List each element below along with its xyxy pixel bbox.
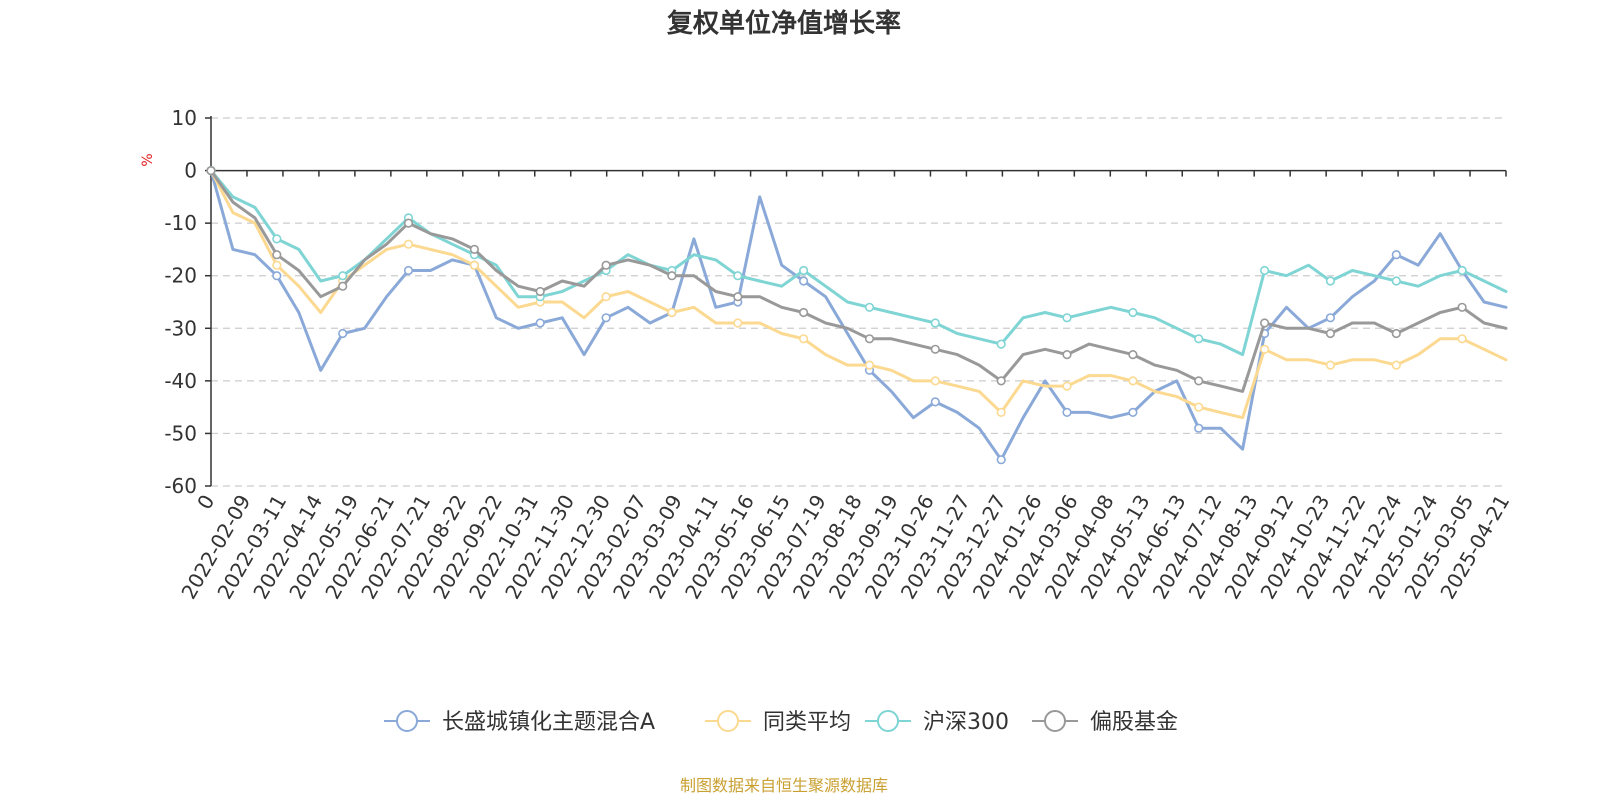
y-tick-label: -30: [164, 316, 197, 340]
data-point: [1325, 313, 1335, 323]
y-tick-label: -20: [164, 264, 197, 288]
legend[interactable]: 长盛城镇化主题混合A 同类平均 沪深300 偏股基金: [384, 710, 1178, 735]
data-point: [1194, 334, 1204, 344]
data-point: [272, 260, 282, 270]
data-point: [1062, 381, 1072, 391]
series-line: [209, 169, 1508, 462]
legend-label: 同类平均: [763, 710, 851, 735]
data-point: [206, 166, 216, 176]
data-point: [469, 244, 480, 254]
y-axis-ticks: 10 0 -10 -20 -30 -40 -50 -60: [164, 106, 211, 498]
data-point: [403, 218, 414, 228]
data-point: [1062, 407, 1072, 418]
series-4: [206, 166, 1508, 393]
data-point: [1128, 407, 1138, 418]
data-point: [1325, 276, 1335, 286]
data-point: [1391, 328, 1401, 339]
data-point: [403, 239, 414, 249]
data-point: [338, 328, 348, 339]
data-point: [733, 292, 743, 302]
data-point: [1457, 334, 1467, 344]
data-point: [667, 271, 677, 281]
x-axis-ticks: 02022-02-092022-03-112022-04-142022-05-1…: [176, 170, 1514, 603]
data-point: [1457, 265, 1467, 276]
data-point: [601, 313, 611, 323]
data-point: [1391, 250, 1401, 260]
y-tick-label: -10: [164, 211, 197, 235]
data-point: [469, 260, 480, 270]
data-point: [601, 260, 611, 270]
y-axis-unit: %: [140, 153, 156, 166]
y-tick-label: -50: [164, 421, 197, 445]
data-point: [1259, 318, 1270, 328]
legend-marker: [717, 710, 739, 732]
data-point: [1194, 402, 1204, 412]
legend-marker: [1044, 710, 1066, 732]
data-point: [272, 271, 282, 281]
data-point: [1259, 265, 1270, 276]
data-point: [1194, 423, 1204, 433]
y-tick-label: 10: [172, 106, 197, 130]
data-point: [1325, 328, 1335, 339]
data-point: [1391, 276, 1401, 286]
data-point: [864, 334, 875, 344]
legend-item[interactable]: 偏股基金: [1032, 710, 1178, 735]
legend-marker: [877, 710, 899, 732]
data-point: [864, 302, 875, 312]
data-point: [667, 307, 677, 318]
data-point: [1325, 360, 1335, 370]
data-point: [733, 271, 743, 281]
data-point: [798, 276, 809, 286]
series-line: [209, 169, 1508, 393]
data-point: [338, 281, 348, 291]
chart-title: 复权单位净值增长率: [667, 8, 901, 39]
legend-label: 偏股基金: [1090, 710, 1178, 735]
data-point: [996, 339, 1006, 349]
data-point: [733, 318, 743, 328]
series-group: [206, 166, 1508, 465]
data-point: [1128, 376, 1138, 386]
data-point: [1457, 302, 1467, 312]
data-point: [403, 265, 414, 276]
data-point: [1128, 307, 1138, 318]
data-point: [272, 250, 282, 260]
data-point: [996, 376, 1006, 386]
data-point: [996, 455, 1006, 465]
data-point: [996, 407, 1006, 418]
data-point: [338, 271, 348, 281]
data-point: [1062, 350, 1072, 360]
y-tick-label: 0: [184, 159, 197, 183]
series-line: [209, 169, 1508, 420]
series-2: [206, 166, 1508, 420]
legend-item[interactable]: 沪深300: [865, 710, 1009, 735]
legend-item[interactable]: 长盛城镇化主题混合A: [384, 710, 655, 735]
data-point: [535, 318, 545, 328]
data-point: [601, 292, 611, 302]
data-point: [1128, 350, 1138, 360]
y-tick-label: -40: [164, 369, 197, 393]
data-point: [798, 265, 809, 276]
data-point: [930, 397, 940, 407]
y-tick-label: -60: [164, 474, 197, 498]
data-point: [864, 360, 875, 370]
legend-item[interactable]: 同类平均: [705, 710, 851, 735]
series-1: [206, 166, 1508, 465]
data-point: [930, 344, 940, 354]
x-tick-label-start: 0: [192, 491, 219, 514]
data-point: [1391, 360, 1401, 370]
data-point: [798, 307, 809, 318]
data-point: [1259, 344, 1270, 354]
data-point: [535, 286, 545, 297]
data-source-note: 制图数据来自恒生聚源数据库: [680, 776, 888, 795]
data-point: [1194, 376, 1204, 386]
data-point: [798, 334, 809, 344]
legend-marker: [396, 710, 418, 732]
legend-label: 长盛城镇化主题混合A: [442, 710, 655, 735]
data-point: [930, 376, 940, 386]
data-point: [272, 234, 282, 244]
data-point: [1062, 313, 1072, 323]
data-point: [930, 318, 940, 328]
legend-label: 沪深300: [923, 710, 1009, 735]
